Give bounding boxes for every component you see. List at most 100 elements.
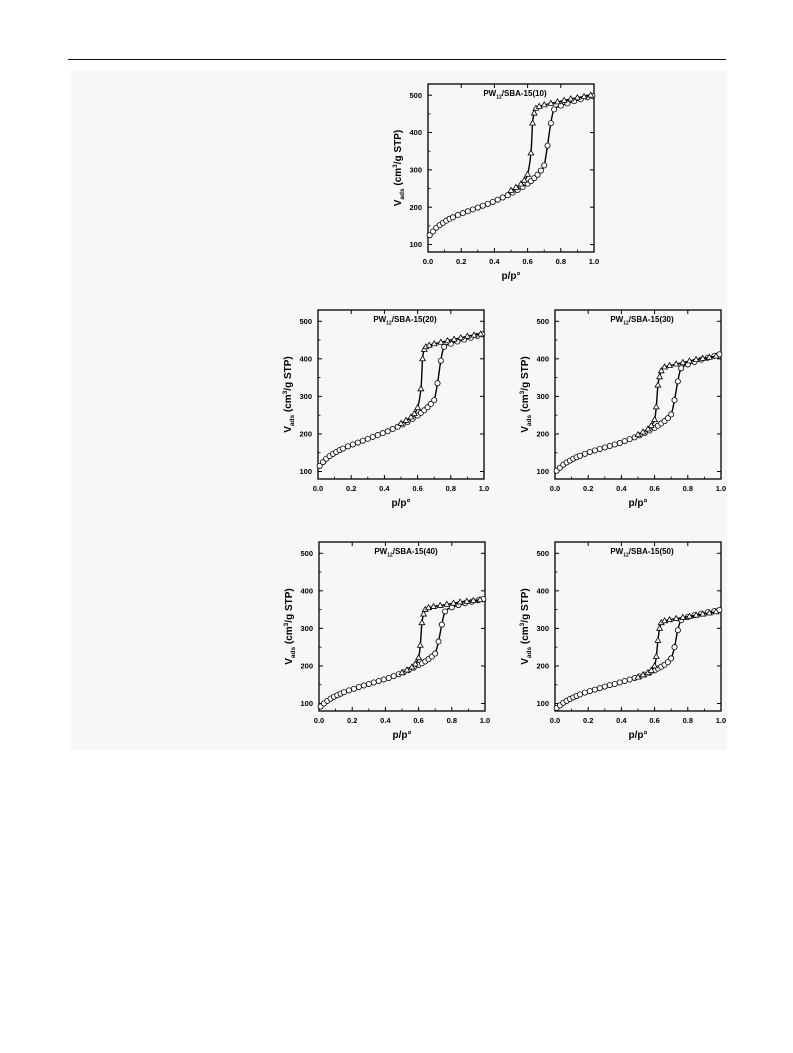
adsorption-point bbox=[441, 343, 448, 350]
desorption-point bbox=[469, 596, 477, 603]
adsorption-point bbox=[349, 441, 356, 448]
adsorption-point bbox=[390, 673, 397, 680]
desorption-point bbox=[443, 600, 451, 607]
adsorption-point bbox=[426, 232, 433, 239]
adsorption-point bbox=[576, 452, 583, 459]
adsorption-point bbox=[621, 438, 628, 445]
desorption-point bbox=[397, 419, 405, 426]
desorption-point bbox=[530, 109, 538, 116]
desorption-point bbox=[476, 596, 484, 603]
x-tick-label: 0.0 bbox=[550, 716, 560, 725]
y-axis-label: Vads (cm3/g STP) bbox=[282, 356, 296, 433]
desorption-point bbox=[652, 652, 660, 659]
adsorption-point bbox=[664, 415, 671, 422]
adsorption-point bbox=[459, 210, 466, 217]
plot-frame bbox=[318, 541, 486, 712]
adsorption-point bbox=[596, 685, 603, 692]
adsorption-point bbox=[359, 437, 366, 444]
desorption-point bbox=[639, 428, 647, 435]
x-tick-label: 0.2 bbox=[346, 484, 356, 493]
desorption-point bbox=[398, 668, 406, 676]
y-axis-label: Vads (cm3/g STP) bbox=[283, 588, 297, 665]
desorption-point bbox=[665, 361, 674, 368]
adsorption-point bbox=[547, 120, 554, 127]
desorption-point bbox=[477, 330, 485, 337]
x-tick-label: 0.4 bbox=[379, 484, 390, 493]
chart-1: 0.0 0.2 0.4 0.6 0.8 1.0 100 200 300 400 500 p/p° Vad… bbox=[392, 83, 599, 282]
x-tick-label: 0.2 bbox=[347, 716, 357, 725]
desorption-point bbox=[456, 598, 464, 605]
y-tick-label: 400 bbox=[299, 354, 312, 363]
y-axis-label: Vads (cm3/g STP) bbox=[519, 356, 533, 433]
desorption-point bbox=[699, 354, 707, 361]
x-tick-label: 1.0 bbox=[480, 716, 490, 725]
desorption-point bbox=[685, 357, 694, 364]
x-tick-label: 0.8 bbox=[683, 716, 693, 725]
y-tick-label: 200 bbox=[536, 662, 549, 671]
adsorption-point bbox=[557, 102, 564, 109]
desorption-point bbox=[419, 355, 427, 362]
adsorption-point bbox=[489, 198, 496, 205]
adsorption-point bbox=[437, 357, 444, 364]
desorption-point bbox=[517, 180, 525, 187]
adsorption-point bbox=[464, 208, 471, 215]
chart-title: PW12/SBA-15(30) bbox=[610, 315, 674, 327]
x-axis-label: p/p° bbox=[502, 271, 521, 282]
desorption-point bbox=[415, 653, 423, 661]
chart-5: 0.0 0.2 0.4 0.6 0.8 1.0 100 200 300 400 500 p/p° Vad… bbox=[519, 541, 726, 741]
desorption-point bbox=[411, 660, 419, 667]
y-tick-label: 300 bbox=[300, 624, 313, 633]
x-tick-label: 0.6 bbox=[649, 484, 659, 493]
adsorption-point bbox=[586, 448, 593, 455]
desorption-point bbox=[547, 99, 555, 106]
adsorption-point bbox=[375, 677, 382, 684]
desorption-point bbox=[430, 339, 438, 347]
desorption-curve bbox=[400, 333, 481, 424]
desorption-point bbox=[699, 610, 707, 617]
adsorption-point bbox=[380, 676, 387, 683]
y-tick-label: 400 bbox=[409, 128, 422, 137]
adsorption-point bbox=[601, 683, 608, 690]
y-axis-label: Vads (cm3/g STP) bbox=[519, 588, 533, 665]
x-axis-label: p/p° bbox=[629, 498, 648, 509]
adsorption-point bbox=[668, 655, 675, 662]
desorption-point bbox=[657, 367, 665, 374]
plot-frame bbox=[554, 541, 722, 712]
y-tick-label: 100 bbox=[536, 699, 549, 708]
x-axis-label: p/p° bbox=[393, 730, 412, 741]
desorption-curve bbox=[637, 611, 717, 678]
header-rule bbox=[68, 59, 726, 60]
adsorption-point bbox=[350, 685, 357, 692]
y-tick-label: 100 bbox=[409, 240, 422, 249]
desorption-point bbox=[507, 186, 515, 193]
desorption-point bbox=[692, 611, 700, 618]
x-tick-label: 0.6 bbox=[413, 716, 423, 725]
desorption-point bbox=[407, 413, 415, 420]
chart-title: PW12/SBA-15(40) bbox=[374, 547, 438, 559]
adsorption-point bbox=[616, 679, 623, 686]
desorption-point bbox=[651, 415, 659, 423]
isotherm-figure: 0.0 0.2 0.4 0.6 0.8 1.0 100 200 300 400 500 p/p° Vad… bbox=[282, 83, 726, 741]
desorption-point bbox=[634, 430, 642, 438]
desorption-curve bbox=[401, 599, 481, 674]
desorption-point bbox=[634, 673, 642, 680]
y-tick-label: 200 bbox=[299, 430, 312, 439]
desorption-point bbox=[705, 609, 713, 616]
adsorption-point bbox=[668, 411, 675, 418]
x-tick-label: 0.6 bbox=[649, 716, 659, 725]
adsorption-point bbox=[671, 397, 678, 404]
y-tick-label: 400 bbox=[536, 354, 549, 363]
adsorption-point bbox=[534, 171, 541, 178]
chart-title: PW12/SBA-15(20) bbox=[373, 315, 437, 327]
desorption-point bbox=[656, 373, 664, 380]
adsorption-point bbox=[479, 202, 486, 209]
adsorption-point bbox=[370, 679, 377, 686]
desorption-point bbox=[573, 94, 581, 101]
y-tick-label: 200 bbox=[300, 662, 313, 671]
adsorption-point bbox=[626, 436, 633, 443]
adsorption-point bbox=[435, 638, 442, 645]
desorption-point bbox=[705, 353, 713, 360]
adsorption-point bbox=[389, 426, 396, 433]
adsorption-point bbox=[611, 680, 618, 687]
adsorption-point bbox=[384, 428, 391, 435]
